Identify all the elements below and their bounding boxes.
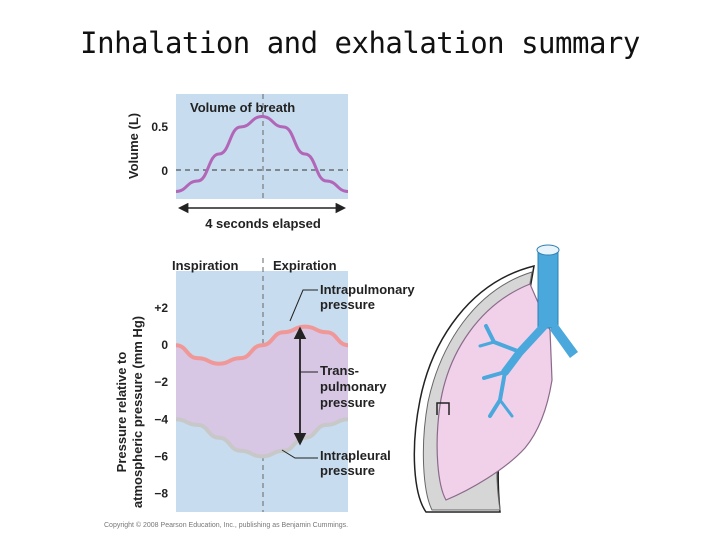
transpulmonary-annotation: Trans- pulmonary pressure <box>320 363 390 410</box>
intrapleural-annotation-line: pressure <box>320 463 375 478</box>
trachea <box>537 247 559 329</box>
lung-tissue <box>436 283 553 501</box>
intrapleural-annotation-line: Intrapleural <box>320 448 391 463</box>
phase-label-inspiration: Inspiration <box>172 258 239 273</box>
volume-ytick-label: 0 <box>161 164 168 178</box>
bronchiole <box>478 340 496 348</box>
intrapulmonary-annotation: Intrapulmonary pressure <box>320 282 418 312</box>
volume-chart: Volume of breath 0.5 0 Volume (L) 4 seco… <box>126 94 349 231</box>
pressure-y-axis-label-line1: Pressure relative to <box>114 352 129 473</box>
transpulmonary-annotation-line: Trans- <box>320 363 359 378</box>
transpulmonary-annotation-line: pressure <box>320 395 375 410</box>
slide-title: Inhalation and exhalation summary <box>80 26 640 60</box>
pleural-cavity-bracket <box>436 402 450 415</box>
trachea-opening <box>536 244 560 256</box>
intrapleural-leader <box>281 449 318 459</box>
volume-ytick-label: 0.5 <box>151 120 168 134</box>
pressure-ytick-label: 0 <box>161 338 168 352</box>
volume-plot-panel <box>176 94 348 199</box>
intrapleural-annotation: Intrapleural pressure <box>320 448 394 478</box>
bronchiole <box>498 398 514 418</box>
pressure-y-axis-label-line2: atmospheric pressure (mm Hg) <box>130 316 145 508</box>
bronchiole <box>482 370 507 380</box>
bronchial-tree <box>478 322 548 418</box>
bronchus-right <box>550 322 578 358</box>
volume-chart-title: Volume of breath <box>190 100 295 115</box>
pressure-chart: Inspiration Expiration +2 0 −2 −4 −6 −8 Press… <box>114 258 418 512</box>
transpulmonary-annotation-line: pulmonary <box>320 379 387 394</box>
phase-label-expiration: Expiration <box>273 258 337 273</box>
pressure-ytick-label: −8 <box>154 487 168 501</box>
volume-x-axis-label: 4 seconds elapsed <box>205 216 321 231</box>
volume-y-axis-label: Volume (L) <box>126 113 141 179</box>
pressure-ytick-label: −2 <box>154 375 168 389</box>
pressure-ytick-label: −4 <box>154 412 168 426</box>
pressure-ytick-label: −6 <box>154 449 168 463</box>
volume-series-line <box>175 114 349 193</box>
intrapulmonary-annotation-line: pressure <box>320 297 375 312</box>
lung-illustration <box>413 244 578 513</box>
pressure-ytick-label: +2 <box>154 301 168 315</box>
copyright-credit: Copyright © 2008 Pearson Education, Inc.… <box>104 522 349 529</box>
intrapleural-series-line <box>175 417 349 459</box>
intrapulmonary-annotation-line: Intrapulmonary <box>320 282 415 297</box>
intrapulmonary-series-line <box>175 324 349 366</box>
intrapulmonary-leader <box>289 289 318 322</box>
